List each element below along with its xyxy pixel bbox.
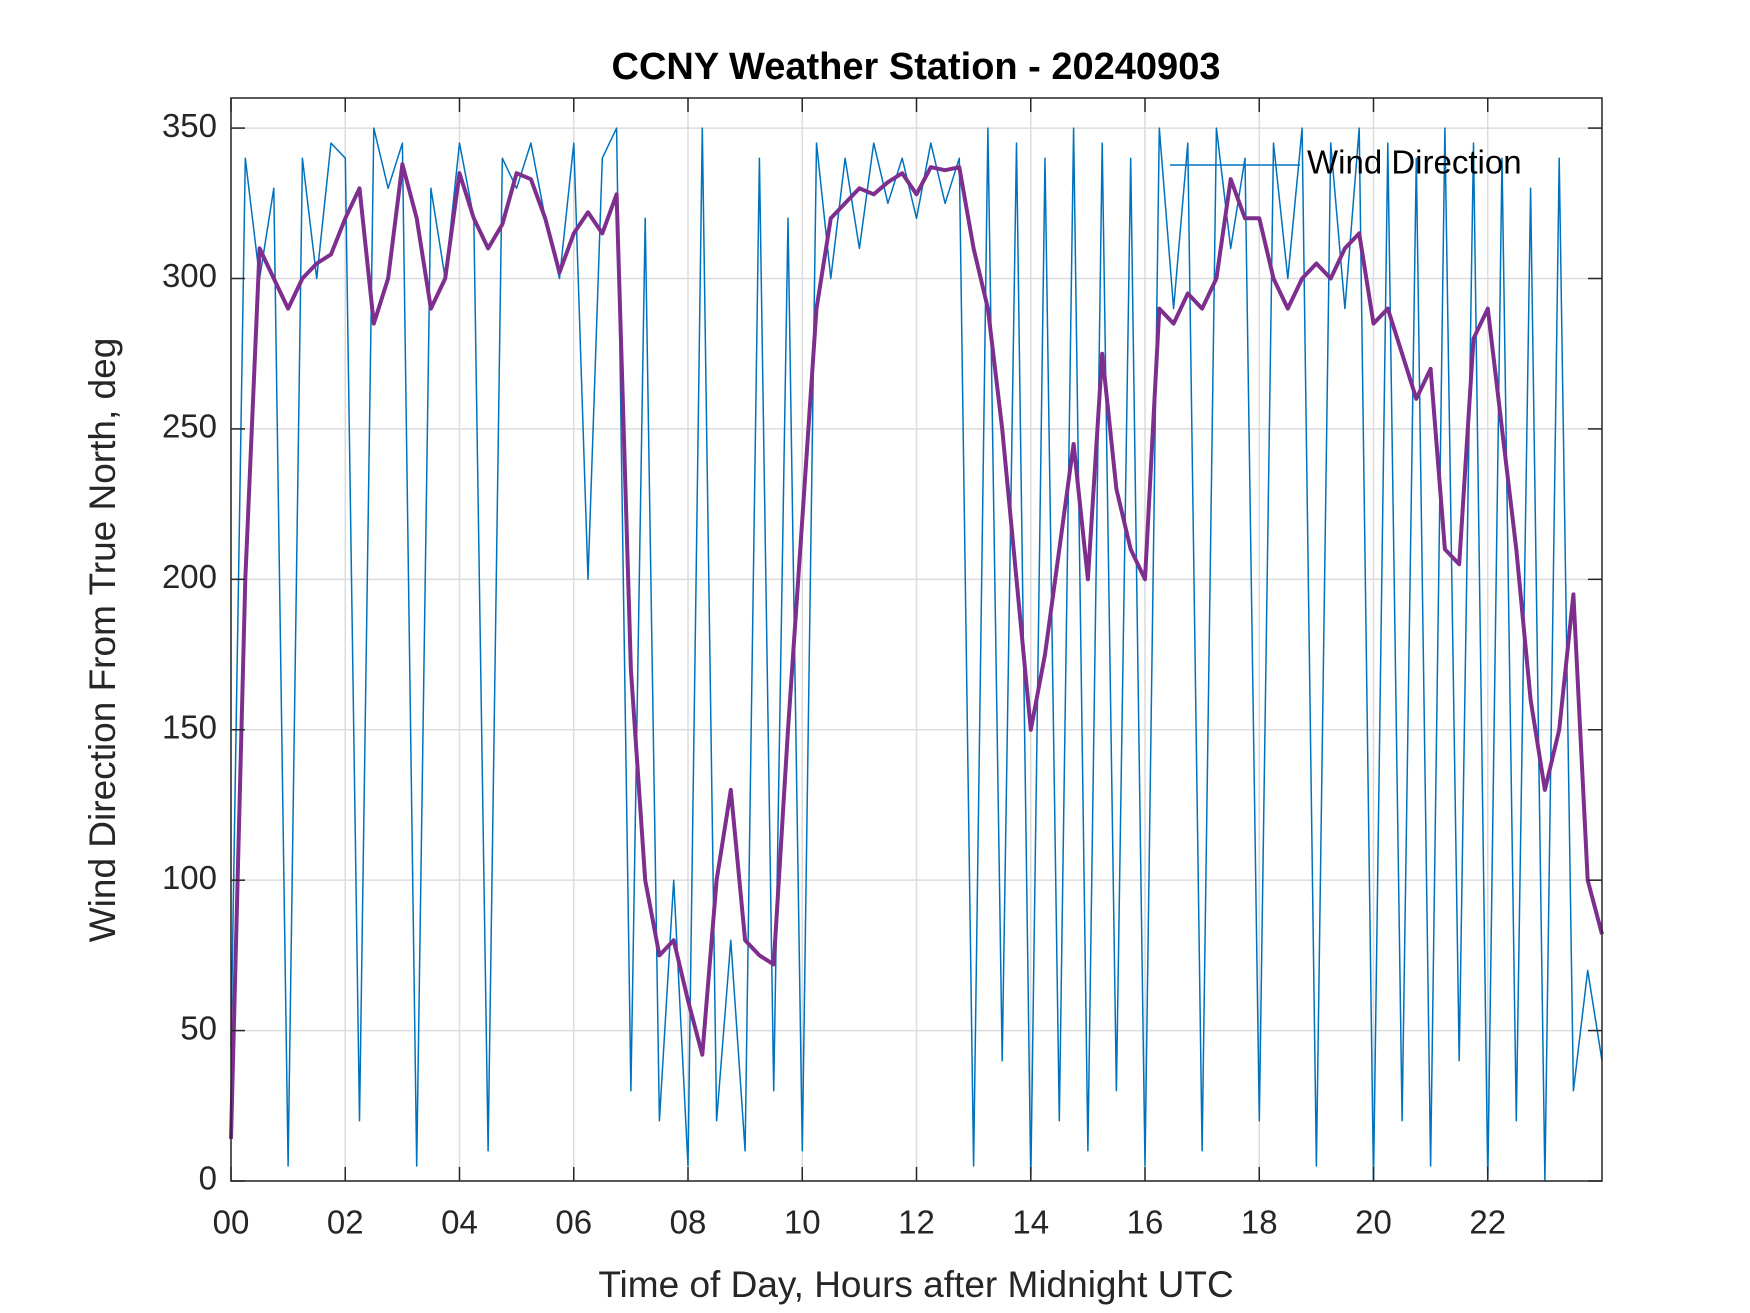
x-tick-label: 14 bbox=[1012, 1204, 1049, 1241]
x-tick-label: 00 bbox=[213, 1204, 250, 1241]
x-tick-label: 20 bbox=[1355, 1204, 1392, 1241]
y-axis-label: Wind Direction From True North, deg bbox=[82, 338, 123, 943]
x-tick-label: 16 bbox=[1127, 1204, 1164, 1241]
y-tick-label: 150 bbox=[162, 708, 217, 745]
x-tick-label: 06 bbox=[555, 1204, 592, 1241]
y-tick-label: 0 bbox=[199, 1160, 217, 1197]
legend: Wind Direction bbox=[1170, 144, 1522, 181]
y-tick-label: 200 bbox=[162, 558, 217, 595]
ticks: 0 50 100 150 200 250 300 350 00 02 04 06 08 10 12 14 16 1… bbox=[162, 98, 1602, 1241]
chart-title: CCNY Weather Station - 20240903 bbox=[612, 46, 1221, 88]
x-axis-label: Time of Day, Hours after Midnight UTC bbox=[598, 1264, 1233, 1305]
x-tick-label: 08 bbox=[670, 1204, 707, 1241]
y-tick-label: 100 bbox=[162, 859, 217, 896]
y-tick-label: 300 bbox=[162, 257, 217, 294]
y-tick-label: 50 bbox=[180, 1009, 217, 1046]
grid bbox=[230, 98, 1602, 1182]
legend-label: Wind Direction bbox=[1307, 144, 1522, 181]
y-tick-label: 250 bbox=[162, 408, 217, 445]
x-tick-label: 04 bbox=[441, 1204, 478, 1241]
x-tick-label: 22 bbox=[1469, 1204, 1506, 1241]
y-tick-label: 350 bbox=[162, 107, 217, 144]
series-line bbox=[229, 162, 1604, 1139]
x-tick-label: 18 bbox=[1241, 1204, 1278, 1241]
x-tick-label: 02 bbox=[327, 1204, 364, 1241]
x-tick-label: 10 bbox=[784, 1204, 821, 1241]
x-tick-label: 12 bbox=[898, 1204, 935, 1241]
